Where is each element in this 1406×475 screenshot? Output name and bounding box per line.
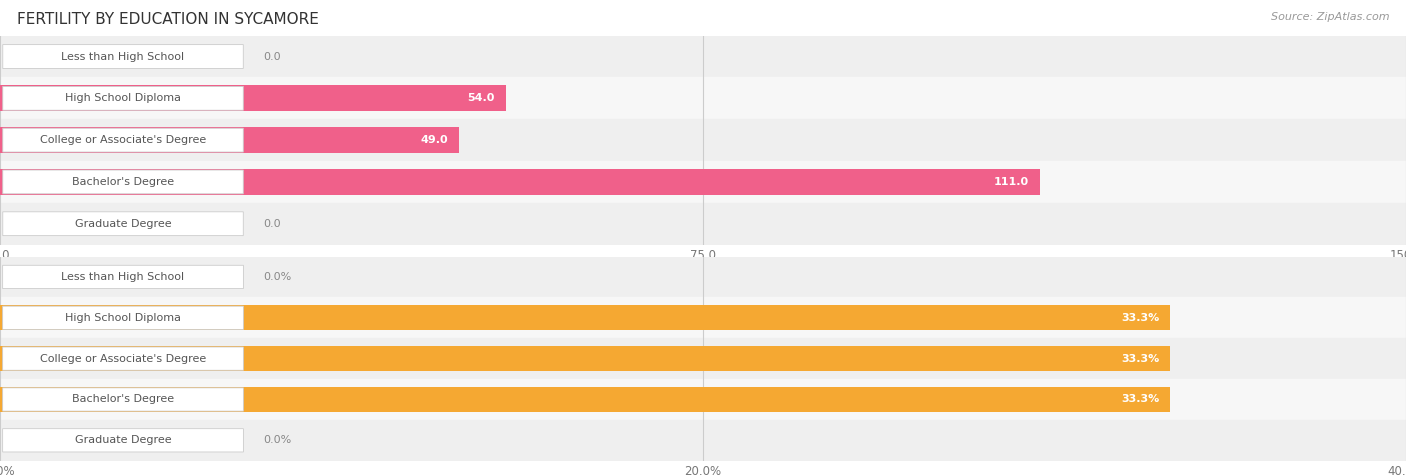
Bar (0, 77, 1406, 119)
Text: College or Associate's Degree: College or Associate's Degree (39, 135, 207, 145)
Bar (0, 379, 1406, 420)
FancyBboxPatch shape (3, 388, 243, 411)
Bar (0, 346, 1170, 371)
FancyBboxPatch shape (3, 347, 243, 370)
Bar (0, 169, 1040, 195)
Text: Less than High School: Less than High School (62, 51, 184, 62)
Text: 54.0: 54.0 (468, 93, 495, 104)
FancyBboxPatch shape (3, 45, 243, 68)
Text: 33.3%: 33.3% (1121, 353, 1159, 364)
Text: High School Diploma: High School Diploma (65, 93, 181, 104)
Text: Source: ZipAtlas.com: Source: ZipAtlas.com (1271, 12, 1389, 22)
Bar (0, 338, 1406, 379)
FancyBboxPatch shape (3, 170, 243, 194)
FancyBboxPatch shape (3, 86, 243, 110)
Text: Bachelor's Degree: Bachelor's Degree (72, 177, 174, 187)
Bar (0, 86, 506, 111)
FancyBboxPatch shape (3, 265, 243, 289)
Bar (0, 161, 1406, 203)
FancyBboxPatch shape (3, 306, 243, 330)
Text: FERTILITY BY EDUCATION IN SYCAMORE: FERTILITY BY EDUCATION IN SYCAMORE (17, 12, 319, 27)
Text: Bachelor's Degree: Bachelor's Degree (72, 394, 174, 405)
Bar (0, 119, 1406, 161)
FancyBboxPatch shape (3, 212, 243, 236)
Bar (0, 305, 1170, 331)
Text: College or Associate's Degree: College or Associate's Degree (39, 353, 207, 364)
Text: Less than High School: Less than High School (62, 272, 184, 282)
Text: 0.0%: 0.0% (263, 435, 291, 446)
Text: Graduate Degree: Graduate Degree (75, 218, 172, 229)
Text: 0.0%: 0.0% (263, 272, 291, 282)
Bar (0, 420, 1406, 461)
FancyBboxPatch shape (3, 428, 243, 452)
Bar (0, 203, 1406, 245)
Text: High School Diploma: High School Diploma (65, 313, 181, 323)
Text: 49.0: 49.0 (420, 135, 449, 145)
Bar (0, 36, 1406, 77)
Text: 0.0: 0.0 (263, 218, 281, 229)
Text: 33.3%: 33.3% (1121, 394, 1159, 405)
Bar (0, 297, 1406, 338)
Text: 0.0: 0.0 (263, 51, 281, 62)
Text: Graduate Degree: Graduate Degree (75, 435, 172, 446)
Bar (0, 127, 460, 153)
Text: 33.3%: 33.3% (1121, 313, 1159, 323)
FancyBboxPatch shape (3, 128, 243, 152)
Bar (0, 387, 1170, 412)
Text: 111.0: 111.0 (994, 177, 1029, 187)
Bar (0, 256, 1406, 297)
